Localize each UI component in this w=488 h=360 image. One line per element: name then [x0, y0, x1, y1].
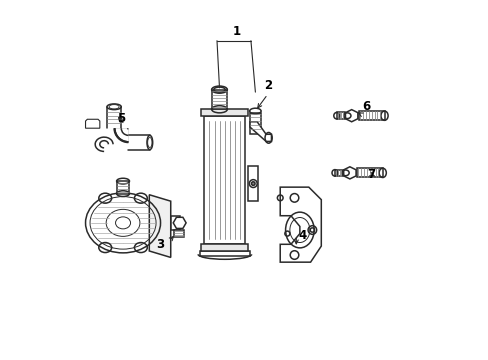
- Polygon shape: [85, 119, 100, 128]
- Bar: [201, 109, 248, 116]
- Text: 1: 1: [232, 25, 240, 38]
- Bar: [249, 113, 260, 134]
- Text: 6: 6: [361, 100, 369, 113]
- Polygon shape: [343, 167, 355, 179]
- Polygon shape: [173, 217, 186, 229]
- Polygon shape: [345, 110, 357, 122]
- Text: 7: 7: [366, 168, 375, 181]
- Bar: [116, 181, 129, 194]
- Text: 2: 2: [263, 79, 271, 92]
- Polygon shape: [114, 128, 128, 143]
- Bar: [200, 251, 249, 256]
- Bar: [204, 116, 245, 244]
- Bar: [174, 230, 184, 237]
- Bar: [356, 168, 382, 177]
- Bar: [170, 216, 179, 230]
- Text: 5: 5: [117, 112, 125, 125]
- Polygon shape: [249, 122, 271, 141]
- Polygon shape: [248, 166, 258, 202]
- Bar: [334, 170, 342, 176]
- Bar: [336, 112, 344, 119]
- Bar: [211, 90, 227, 109]
- Polygon shape: [280, 187, 321, 262]
- Polygon shape: [149, 195, 170, 257]
- Text: 4: 4: [298, 229, 306, 242]
- Bar: [201, 244, 248, 251]
- Text: 3: 3: [156, 238, 164, 251]
- Bar: [358, 111, 384, 120]
- Ellipse shape: [251, 182, 255, 185]
